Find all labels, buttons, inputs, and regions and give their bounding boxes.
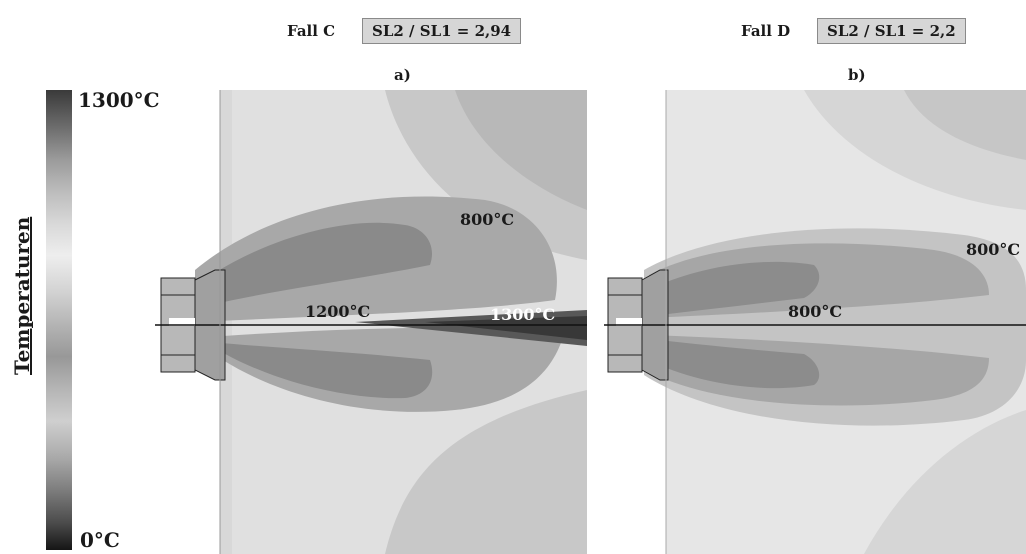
legend-axis-title: Temperaturen	[10, 216, 34, 375]
panel-a-label: a)	[394, 66, 411, 84]
legend-min-label: 0°C	[80, 528, 120, 552]
temperature-color-scale	[46, 90, 72, 550]
case-d-label: Fall D	[741, 22, 791, 40]
panel-a-isotherm-axis-left: 1200°C	[305, 302, 371, 321]
panel-a-contour-plot	[155, 90, 587, 554]
panel-b-isotherm-axis: 800°C	[788, 302, 843, 321]
panel-a-isotherm-axis-right: 1300°C	[490, 305, 556, 324]
case-c-label: Fall C	[287, 22, 336, 40]
case-c-ratio-box: SL2 / SL1 = 2,94	[362, 18, 522, 44]
panel-a-isotherm-upper: 800°C	[460, 210, 515, 229]
panel-b-isotherm-upper: 800°C	[966, 240, 1021, 259]
panel-b-contour-plot	[604, 90, 1026, 554]
panel-b-label: b)	[848, 66, 866, 84]
case-d-ratio-box: SL2 / SL1 = 2,2	[817, 18, 966, 44]
legend-max-label: 1300°C	[78, 88, 160, 112]
